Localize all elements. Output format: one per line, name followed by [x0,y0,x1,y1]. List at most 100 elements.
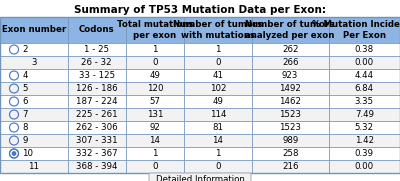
Bar [184,17,252,43]
Text: 6.84: 6.84 [355,84,374,93]
Bar [126,69,184,82]
Bar [184,108,252,121]
Bar [329,95,400,108]
Text: 114: 114 [210,110,226,119]
Text: Number of tumors
with mutations: Number of tumors with mutations [173,20,262,40]
Text: 14: 14 [212,136,223,145]
Bar [0,17,68,43]
Text: 0.00: 0.00 [355,58,374,67]
Text: 5: 5 [22,84,28,93]
Bar [126,160,184,173]
Text: 0.00: 0.00 [355,162,374,171]
Text: % Mutation Incidence
Per Exon: % Mutation Incidence Per Exon [312,20,400,40]
Bar [68,108,126,121]
Text: 49: 49 [150,71,160,80]
Text: 6: 6 [22,97,28,106]
Bar [68,147,126,160]
Bar [68,82,126,95]
Text: 14: 14 [150,136,160,145]
Bar [68,56,126,69]
Bar [184,43,252,56]
Bar [184,69,252,82]
Bar [252,17,329,43]
Bar [329,82,400,95]
Bar [184,95,252,108]
Bar [184,134,252,147]
Bar [126,121,184,134]
Text: 258: 258 [282,149,298,158]
Text: 187 - 224: 187 - 224 [76,97,118,106]
Text: 1.42: 1.42 [355,136,374,145]
Text: 41: 41 [212,71,223,80]
Text: 3: 3 [31,58,36,67]
Bar [68,69,126,82]
Text: 26 - 32: 26 - 32 [82,58,112,67]
Text: 989: 989 [282,136,298,145]
Text: 332 - 367: 332 - 367 [76,149,118,158]
Bar [0,17,400,173]
Bar [126,82,184,95]
Text: 266: 266 [282,58,298,67]
Text: 0: 0 [152,162,158,171]
Text: 11: 11 [28,162,39,171]
FancyBboxPatch shape [149,173,251,181]
Bar [252,121,329,134]
Text: 1: 1 [215,149,220,158]
Text: 0: 0 [215,162,220,171]
Bar [0,95,68,108]
Bar [184,147,252,160]
Bar [126,43,184,56]
Text: 923: 923 [282,71,298,80]
Text: 368 - 394: 368 - 394 [76,162,118,171]
Bar [68,121,126,134]
Bar [329,147,400,160]
Text: 1523: 1523 [279,123,301,132]
Text: 7: 7 [22,110,28,119]
Bar [0,82,68,95]
Bar [252,160,329,173]
Bar [68,134,126,147]
Bar [252,56,329,69]
Text: 0.39: 0.39 [355,149,374,158]
Text: Total mutations
per exon: Total mutations per exon [117,20,193,40]
Bar [0,134,68,147]
Bar [126,56,184,69]
Text: 0: 0 [152,58,158,67]
Bar [252,108,329,121]
Bar [252,82,329,95]
Text: 81: 81 [212,123,223,132]
Bar [0,56,68,69]
Bar [184,56,252,69]
Bar [329,160,400,173]
Text: 131: 131 [147,110,163,119]
Bar [329,134,400,147]
Text: 1: 1 [215,45,220,54]
Bar [68,43,126,56]
Bar [329,121,400,134]
Bar [252,147,329,160]
Text: 102: 102 [210,84,226,93]
Text: 33 - 125: 33 - 125 [79,71,115,80]
Text: 0.38: 0.38 [355,45,374,54]
Bar [252,69,329,82]
Text: 3.35: 3.35 [355,97,374,106]
Text: 1492: 1492 [279,84,301,93]
Text: Codons: Codons [79,26,114,35]
Text: 5.32: 5.32 [355,123,374,132]
Text: 9: 9 [22,136,28,145]
Bar [68,17,126,43]
Text: 49: 49 [212,97,223,106]
Bar [0,147,68,160]
Bar [329,43,400,56]
Bar [184,160,252,173]
Text: 10: 10 [22,149,34,158]
Bar [126,147,184,160]
Text: 262: 262 [282,45,298,54]
Bar [68,95,126,108]
Circle shape [12,151,16,155]
Text: 4: 4 [22,71,28,80]
Bar [252,134,329,147]
Text: 1: 1 [152,149,158,158]
Bar [184,82,252,95]
Text: 1523: 1523 [279,110,301,119]
